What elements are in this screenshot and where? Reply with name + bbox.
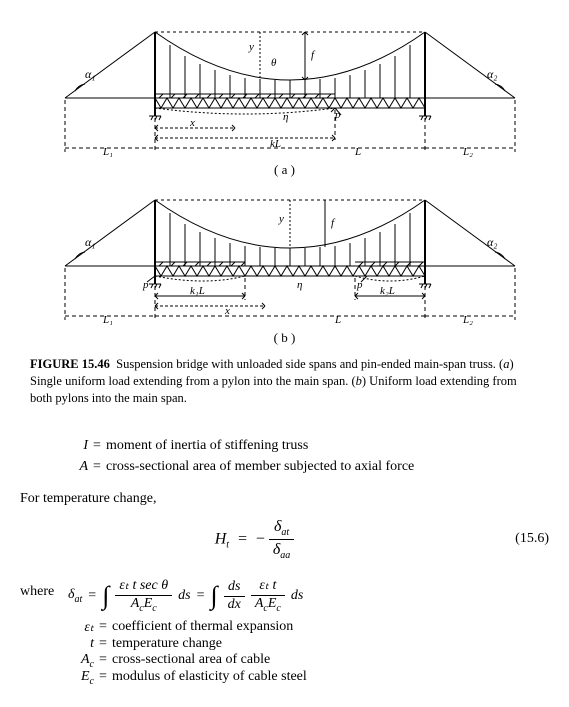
figure-a: α₁ α₂ y θ f η p [20, 20, 549, 178]
svg-text:L: L [354, 146, 361, 158]
svg-text:x: x [224, 305, 230, 317]
alpha1-label: α₁ [85, 67, 95, 81]
bridge-diagram-b: α₁ α₂ y f η p p k₁L [35, 188, 535, 328]
sym-I: I [68, 435, 88, 456]
svg-text:L₁: L₁ [102, 146, 113, 158]
svg-text:η: η [283, 111, 288, 123]
svg-text:L₁: L₁ [102, 314, 113, 326]
subfig-a-label: ( a ) [20, 162, 549, 178]
svg-text:f: f [311, 49, 316, 61]
alpha2-label: α₂ [487, 67, 497, 81]
svg-text:L: L [334, 314, 341, 326]
svg-text:k₂L: k₂L [380, 285, 395, 297]
figure-number: FIGURE 15.46 [30, 357, 110, 371]
svg-text:α₂: α₂ [487, 235, 497, 249]
subfig-b-label: ( b ) [20, 330, 549, 346]
svg-text:k₁L: k₁L [190, 285, 205, 297]
where-label: where [20, 578, 68, 600]
svg-text:L₂: L₂ [462, 314, 473, 326]
bridge-diagram-a: α₁ α₂ y θ f η p [35, 20, 535, 160]
temperature-paragraph: For temperature change, [20, 491, 549, 507]
equation-number: (15.6) [489, 531, 549, 547]
def-I: moment of inertia of stiffening truss [106, 435, 308, 456]
svg-text:f: f [331, 217, 336, 229]
where-block: where δat = ∫ εₜ t sec θ AcEc ds = ∫ ds … [20, 578, 549, 687]
svg-text:θ: θ [271, 57, 277, 69]
svg-text:y: y [248, 41, 254, 53]
equation-15-6: Ht = − δat δaa (15.6) [20, 517, 549, 562]
svg-text:η: η [297, 279, 302, 291]
svg-text:α₁: α₁ [85, 235, 95, 249]
where-definitions: εₜ=coefficient of thermal expansion t=te… [68, 619, 549, 688]
figure-caption: FIGURE 15.46 Suspension bridge with unlo… [30, 356, 539, 407]
sym-A: A [68, 456, 88, 477]
def-A: cross-sectional area of member subjected… [106, 456, 414, 477]
figure-b: α₁ α₂ y f η p p k₁L [20, 188, 549, 346]
svg-text:x: x [189, 117, 195, 129]
svg-text:L₂: L₂ [462, 146, 473, 158]
delta-at-integral: δat = ∫ εₜ t sec θ AcEc ds = ∫ ds dx εₜ … [68, 578, 549, 615]
svg-text:y: y [278, 213, 284, 225]
symbol-definitions-1: I = moment of inertia of stiffening trus… [68, 435, 549, 477]
